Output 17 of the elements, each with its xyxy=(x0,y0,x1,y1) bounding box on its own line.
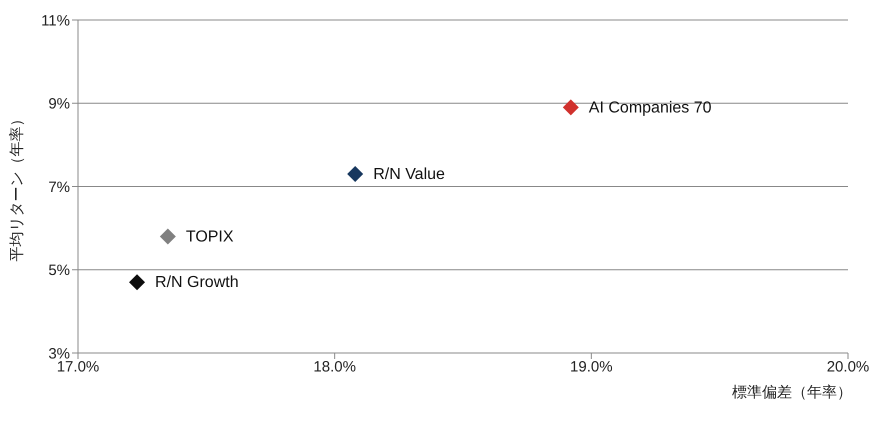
point xyxy=(129,274,146,290)
y-tick-label: 11% xyxy=(41,12,70,30)
point xyxy=(562,99,579,116)
y-tick-label: 5% xyxy=(48,262,70,280)
y-tick-label: 7% xyxy=(48,178,70,196)
series-label: R/N Value xyxy=(373,166,446,184)
x-tick-label: 18.0% xyxy=(313,358,356,376)
series-label: R/N Growth xyxy=(155,274,239,292)
y-axis-title: 平均リターン（年率） xyxy=(8,112,26,262)
point xyxy=(160,228,176,244)
series-label: TOPIX xyxy=(186,228,234,246)
x-tick-label: 20.0% xyxy=(826,358,870,376)
y-tick-label: 9% xyxy=(48,96,70,113)
x-tick-label: 19.0% xyxy=(570,358,613,376)
point xyxy=(347,166,364,182)
series-label: AI Companies 70 xyxy=(588,99,712,116)
x-axis-title: 標準偏差（年率） xyxy=(732,384,852,401)
